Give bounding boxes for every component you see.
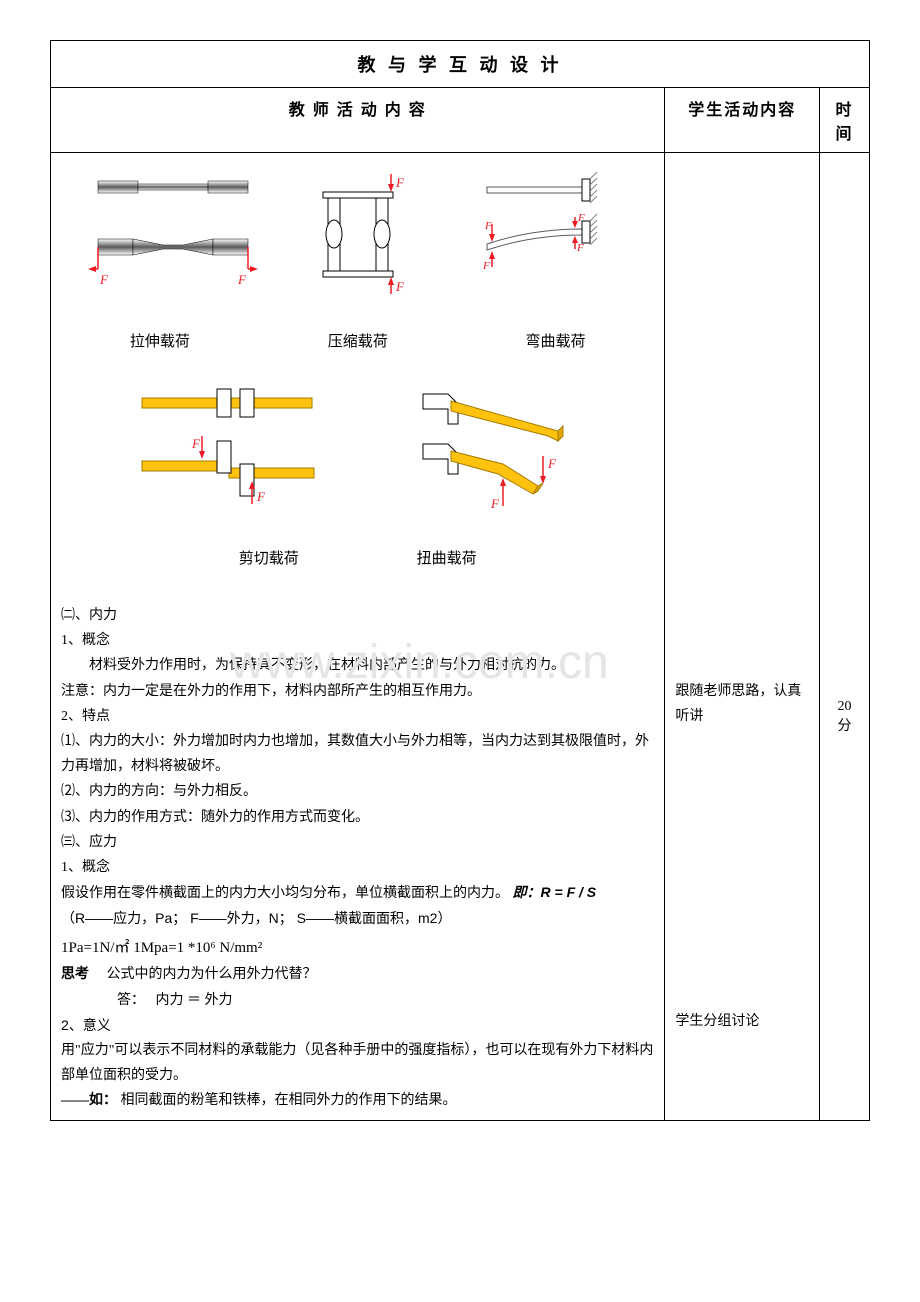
s3-1-text1: 假设作用在零件横截面上的内力大小均匀分布，单位横截面积上的内力。	[61, 886, 509, 901]
think-answer: 答： 内力 ＝ 外力	[61, 988, 654, 1013]
time-column: 20 分	[820, 153, 870, 1121]
svg-text:F: F	[490, 496, 500, 511]
svg-text:F: F	[191, 436, 201, 451]
tensile-diagram: F F	[88, 169, 258, 299]
think-a-label: 答：	[117, 993, 145, 1008]
col1-title: 教 师 活 动 内 容	[51, 88, 665, 153]
diagram-labels-row-2: 剪切载荷 扭曲载荷	[61, 546, 654, 573]
sub-header-row: 教 师 活 动 内 容 学生活动内容 时间	[51, 88, 870, 153]
section-3-2-text: 用"应力"可以表示不同材料的承载能力（见各种手册中的强度指标），也可以在现有外力…	[61, 1038, 654, 1088]
svg-text:F: F	[547, 456, 557, 471]
svg-text:F: F	[482, 260, 490, 272]
example-text: 相同截面的粉笔和铁棒，在相同外力的作用下的结果。	[121, 1093, 457, 1108]
col3-title: 时间	[820, 88, 870, 153]
shear-diagram: F F	[132, 386, 332, 516]
main-header-row: 教 与 学 互 动 设 计	[51, 41, 870, 88]
compression-diagram: F F	[313, 169, 423, 299]
example-line: ——如： 相同截面的粉笔和铁棒，在相同外力的作用下的结果。	[61, 1088, 654, 1113]
label-shear: 剪切载荷	[239, 546, 299, 573]
section-3-2-title: 2、意义	[61, 1013, 654, 1038]
section-2-note: 注意：内力一定是在外力的作用下，材料内部所产生的相互作用力。	[61, 679, 654, 704]
label-bending: 弯曲载荷	[525, 329, 585, 356]
svg-text:F: F	[577, 212, 585, 224]
student-text-2: 学生分组讨论	[675, 1009, 809, 1034]
section-2-2-1: ⑴、内力的大小：外力增加时内力也增加，其数值大小与外力相等，当内力达到其极限值时…	[61, 729, 654, 779]
label-compression: 压缩载荷	[328, 329, 388, 356]
think-q: 公式中的内力为什么用外力代替？	[107, 967, 317, 982]
svg-text:F: F	[395, 175, 405, 190]
section-2-2-3: ⑶、内力的作用方式：随外力的作用方式而变化。	[61, 805, 654, 830]
section-3-params: （R——应力，Pa； F——外力，N； S——横截面面积，m2）	[61, 906, 654, 931]
col2-title: 学生活动内容	[665, 88, 820, 153]
lesson-table: 教 与 学 互 动 设 计 教 师 活 动 内 容 学生活动内容 时间	[50, 40, 870, 1121]
student-text-1: 跟随老师思路，认真听讲	[675, 679, 809, 729]
think-block: 思考 公式中的内力为什么用外力代替？	[61, 962, 654, 987]
label-torsion: 扭曲载荷	[417, 546, 477, 573]
section-2-1-text: 材料受外力作用时，为保持其不变形，在材料内部产生的与外力相对抗的力。	[61, 653, 654, 678]
diagrams-row-1: F F	[61, 169, 654, 299]
section-2-title: ㈡、内力	[61, 603, 654, 628]
diagrams-row-2: F F	[61, 386, 654, 516]
think-label: 思考	[61, 967, 89, 982]
section-3-1-title: 1、概念	[61, 855, 654, 880]
teacher-content: F F	[51, 153, 665, 1121]
content-row: F F	[51, 153, 870, 1121]
section-3-units: 1Pa=1N/㎡ 1Mpa=1 *10⁶ N/mm²	[61, 935, 654, 962]
svg-text:F: F	[395, 279, 405, 294]
bending-diagram: F F F F	[477, 169, 627, 279]
svg-text:F: F	[99, 272, 109, 287]
main-title: 教 与 学 互 动 设 计	[51, 41, 870, 88]
section-3-1-text: 假设作用在零件横截面上的内力大小均匀分布，单位横截面积上的内力。 即：R = F…	[61, 880, 654, 906]
svg-text:F: F	[484, 220, 492, 232]
section-2-2-title: 2、特点	[61, 704, 654, 729]
section-2-2-2: ⑵、内力的方向：与外力相反。	[61, 779, 654, 804]
torsion-diagram: F F	[403, 386, 583, 516]
label-tensile: 拉伸载荷	[130, 329, 190, 356]
section-2-1-title: 1、概念	[61, 628, 654, 653]
svg-text:F: F	[576, 242, 584, 254]
section-3-title: ㈢、应力	[61, 830, 654, 855]
student-activity: 跟随老师思路，认真听讲 学生分组讨论	[665, 153, 820, 1121]
formula: 即：R = F / S	[513, 884, 597, 900]
svg-text:F: F	[256, 489, 266, 504]
think-a: 内力 ＝ 外力	[156, 993, 233, 1008]
time-value: 20 分	[830, 699, 859, 735]
svg-text:F: F	[237, 272, 247, 287]
example-label: ——如：	[61, 1093, 117, 1108]
diagram-labels-row-1: 拉伸载荷 压缩载荷 弯曲载荷	[61, 329, 654, 356]
